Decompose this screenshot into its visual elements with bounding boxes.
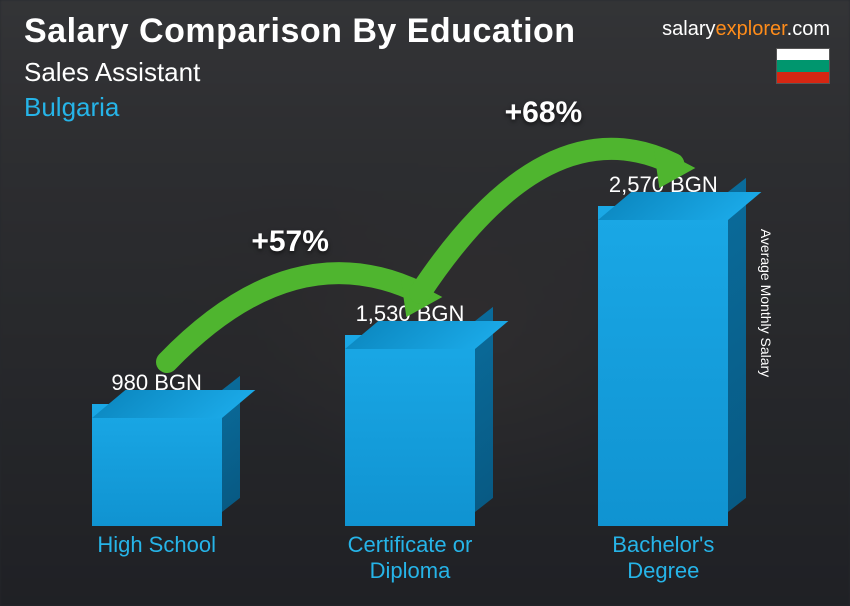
chart-subtitle: Sales Assistant — [24, 57, 830, 88]
brand-highlight: explorer — [716, 18, 787, 40]
site-brand: salaryexplorer.com — [662, 18, 830, 41]
y-axis-label: Average Monthly Salary — [758, 229, 774, 377]
chart-country: Bulgaria — [24, 92, 830, 123]
bar-column: 2,570 BGN — [563, 172, 763, 526]
bar-chart: 980 BGN 1,530 BGN 2,570 BGN High School C… — [30, 150, 790, 586]
bar-category-label: Certificate orDiploma — [310, 532, 510, 586]
bars-container: 980 BGN 1,530 BGN 2,570 BGN — [30, 166, 790, 526]
bar-category-label: Bachelor'sDegree — [563, 532, 763, 586]
bar-front-face — [92, 404, 222, 526]
bar-front-face — [598, 206, 728, 526]
brand-suffix: .com — [787, 18, 830, 40]
bar-category-label: High School — [57, 532, 257, 586]
brand-prefix: salary — [662, 18, 715, 40]
labels-container: High School Certificate orDiploma Bachelor… — [30, 532, 790, 586]
bulgaria-flag-icon — [776, 48, 830, 84]
bar-column: 980 BGN — [57, 370, 257, 526]
flag-stripe-red — [777, 72, 829, 83]
bar-3d — [598, 206, 728, 526]
bar-front-face — [345, 335, 475, 526]
bar-column: 1,530 BGN — [310, 301, 510, 526]
flag-stripe-green — [777, 60, 829, 71]
flag-stripe-white — [777, 49, 829, 60]
bar-3d — [345, 335, 475, 526]
percent-increase-label: +57% — [251, 225, 329, 259]
bar-3d — [92, 404, 222, 526]
bar-side-face — [728, 178, 746, 512]
